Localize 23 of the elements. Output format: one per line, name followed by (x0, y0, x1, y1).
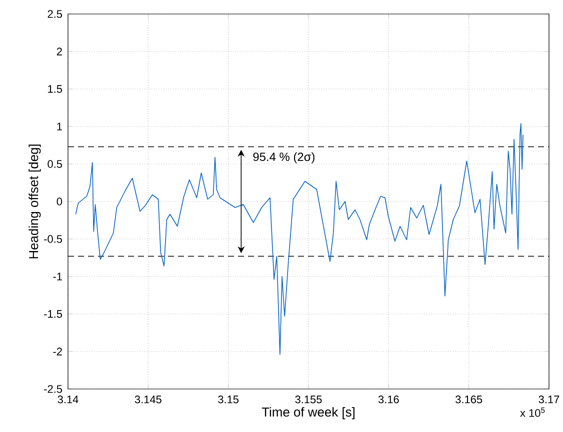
y-axis-title: Heading offset [deg] (28, 144, 41, 258)
y-tick-label: 2 (56, 48, 62, 56)
y-tick-label: -2.5 (44, 385, 62, 393)
y-tick-label: 1.5 (48, 85, 62, 93)
y-tick-label: 2.5 (48, 10, 62, 18)
x-tick-label: 3.15 (218, 396, 239, 404)
x-tick-label: 3.14 (58, 396, 78, 404)
y-tick-label: 0 (56, 198, 62, 206)
x-tick-label: 3.155 (295, 396, 322, 404)
x-tick-label: 3.17 (538, 396, 560, 404)
y-tick-label: 1 (57, 122, 62, 130)
y-tick-label: -2 (53, 348, 62, 356)
x-tick-label: 3.16 (378, 396, 399, 404)
line-series (75, 123, 524, 355)
y-tick-label: -0.5 (44, 235, 62, 243)
y-tick-label: -1.5 (44, 310, 62, 318)
x-tick-label: 3.165 (456, 396, 482, 404)
y-tick-label: 0.5 (48, 160, 62, 168)
x-tick-label: 3.145 (134, 396, 162, 404)
annotation: 95.4 % (2σ) (253, 152, 314, 164)
x-axis-title: Time of week [s] (262, 407, 354, 420)
text: x 10$^{5}$ (520, 408, 545, 417)
y-tick-label: -1 (53, 272, 62, 280)
